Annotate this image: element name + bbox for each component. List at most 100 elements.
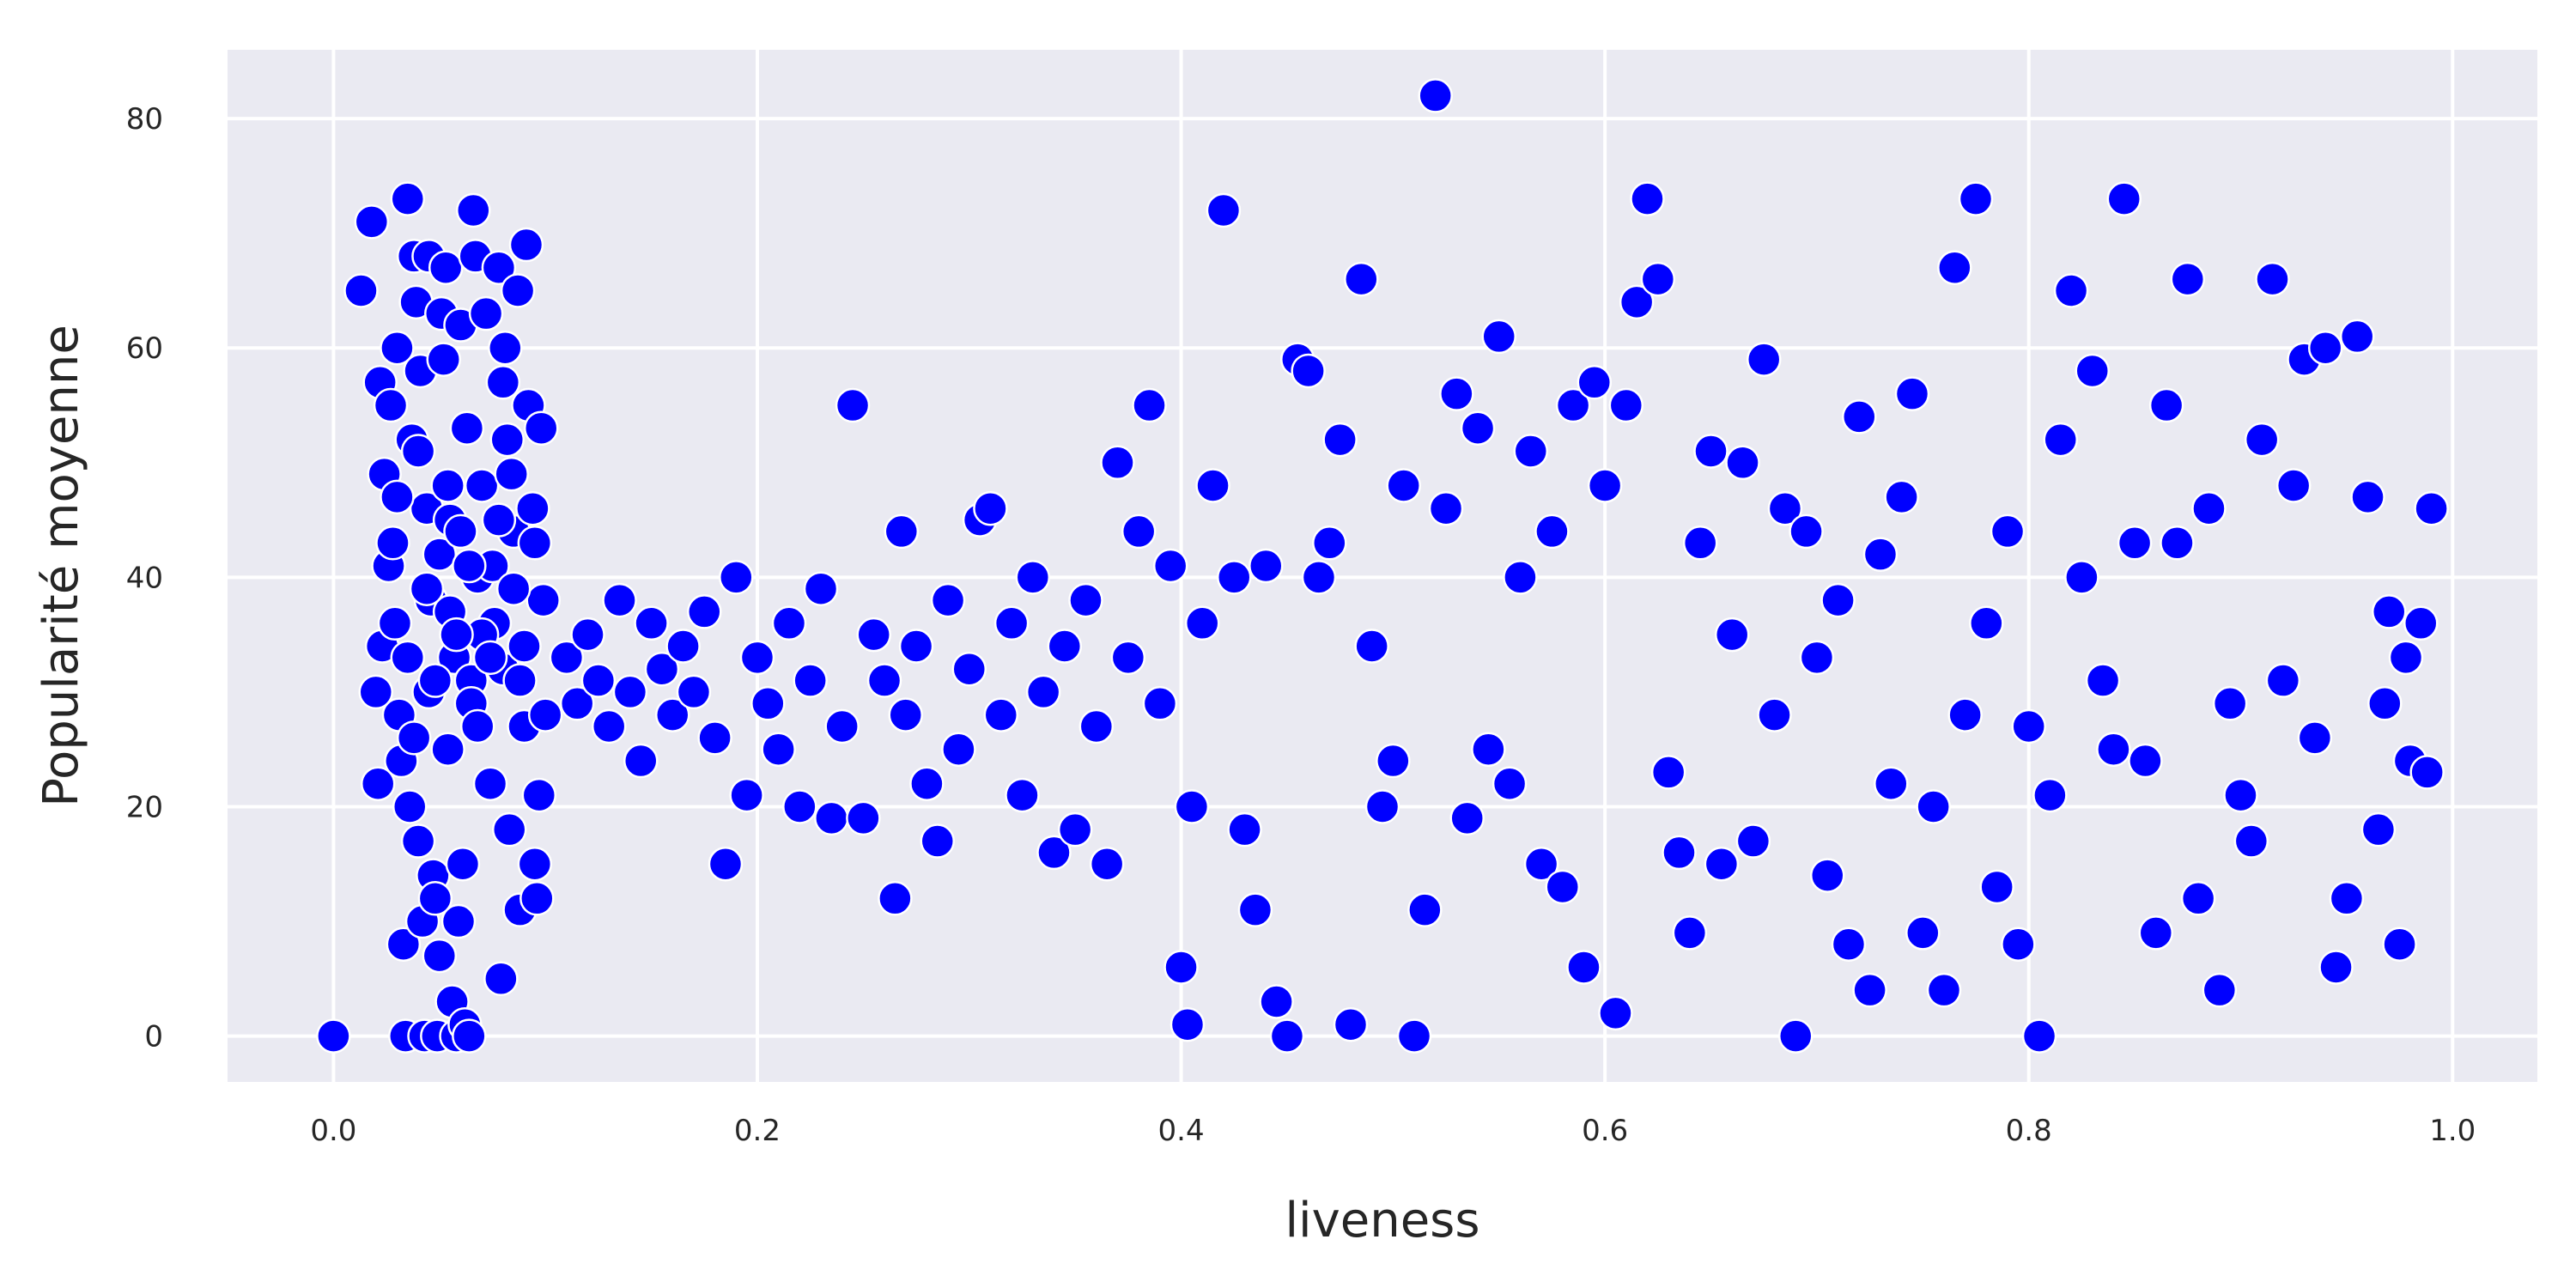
data-point <box>2350 479 2385 515</box>
data-point <box>472 766 508 802</box>
data-point <box>570 617 605 653</box>
data-point <box>400 434 436 469</box>
data-point <box>697 720 732 756</box>
data-point <box>771 605 807 641</box>
data-point <box>439 617 474 653</box>
data-point <box>1376 743 1411 779</box>
data-point <box>1905 915 1941 951</box>
data-point <box>1110 640 1146 676</box>
y-tick-label: 80 <box>126 102 163 137</box>
data-point <box>485 365 521 400</box>
data-point <box>983 697 1019 732</box>
data-point <box>1047 629 1083 664</box>
x-tick-label: 0.8 <box>2006 1114 2052 1148</box>
data-point <box>1386 468 1421 503</box>
data-point <box>1396 1018 1432 1054</box>
data-point <box>459 708 495 744</box>
data-point <box>2170 261 2206 297</box>
data-point <box>2117 526 2153 561</box>
data-point <box>440 903 477 939</box>
data-point <box>1460 410 1496 446</box>
data-points <box>316 78 2449 1054</box>
data-point <box>502 663 538 698</box>
data-point <box>2360 811 2397 848</box>
data-point <box>1650 755 1686 790</box>
data-point <box>1216 560 1252 595</box>
data-point <box>2388 640 2424 676</box>
data-point <box>2128 743 2163 779</box>
data-point <box>430 468 465 503</box>
data-point <box>884 513 920 550</box>
data-point <box>2275 468 2312 503</box>
tick-labels: 0.0 0.2 0.4 0.6 0.8 1.0 0 20 40 60 80 <box>126 102 2476 1148</box>
data-point <box>1195 468 1230 503</box>
data-point <box>452 548 487 584</box>
data-point <box>1291 353 1326 389</box>
data-point <box>1810 858 1845 893</box>
data-point <box>739 640 775 676</box>
data-point <box>1979 869 2014 905</box>
data-point <box>472 640 508 676</box>
data-point <box>430 732 465 767</box>
data-point <box>495 571 532 606</box>
data-point <box>1682 526 1718 561</box>
data-point <box>428 250 464 286</box>
data-point <box>846 800 881 836</box>
data-point <box>449 410 485 446</box>
data-point <box>1439 376 1474 411</box>
data-point <box>517 526 553 561</box>
data-point <box>1163 950 1199 985</box>
data-point <box>396 720 432 756</box>
data-point <box>443 513 478 550</box>
data-point <box>930 582 966 618</box>
data-point <box>856 617 891 653</box>
data-point <box>2244 422 2280 458</box>
data-point <box>687 594 722 629</box>
data-point <box>507 629 542 664</box>
data-point <box>380 479 415 515</box>
data-point <box>390 640 426 676</box>
data-point <box>973 490 1008 526</box>
data-point <box>1513 434 1549 469</box>
data-point <box>1735 823 1771 859</box>
data-point <box>2085 663 2121 698</box>
data-point <box>1884 479 1919 515</box>
data-point <box>2043 422 2078 458</box>
data-point <box>2180 881 2216 916</box>
data-point <box>2138 915 2174 951</box>
data-point <box>1132 387 1167 423</box>
data-point <box>920 823 955 859</box>
data-point <box>2160 526 2195 561</box>
data-point <box>623 743 659 779</box>
data-point <box>612 674 648 710</box>
data-point <box>1354 629 1389 664</box>
data-point <box>803 571 839 606</box>
data-point <box>1662 835 1697 871</box>
data-point <box>500 273 536 308</box>
data-point <box>2414 490 2449 526</box>
data-point <box>1174 789 1210 824</box>
data-point <box>417 663 453 698</box>
data-point <box>1322 422 1358 458</box>
data-point <box>377 605 413 641</box>
data-point <box>634 605 669 641</box>
data-point <box>354 204 390 240</box>
data-point <box>1152 548 1188 584</box>
data-point <box>422 537 458 572</box>
data-point <box>1587 468 1623 503</box>
data-point <box>343 273 379 308</box>
y-tick-label: 40 <box>126 561 163 595</box>
data-point <box>360 766 396 802</box>
data-point <box>481 502 517 538</box>
data-point <box>1312 526 1347 561</box>
data-point <box>1990 513 2026 550</box>
data-point <box>1608 387 1644 423</box>
x-tick-label: 0.0 <box>310 1114 356 1148</box>
data-point <box>644 651 680 687</box>
data-point <box>1842 399 1877 434</box>
data-point <box>1100 445 1135 481</box>
data-point <box>1364 789 1400 824</box>
data-point <box>489 422 526 458</box>
data-point <box>580 663 617 698</box>
